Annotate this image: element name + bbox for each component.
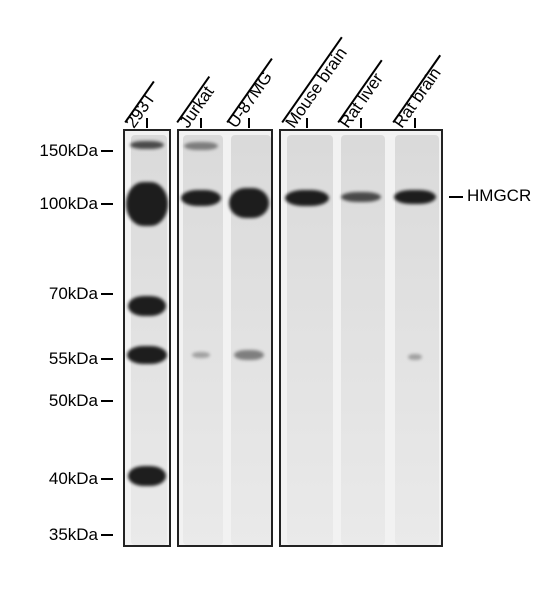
lane-tick-u87mg xyxy=(248,118,250,128)
lane-tick-jurkat xyxy=(200,118,202,128)
mw-label-text: 100kDa xyxy=(39,194,98,213)
blot-band xyxy=(128,296,166,316)
lane-label-text: Rat brain xyxy=(390,64,445,131)
lane-tick-293t xyxy=(146,118,148,128)
blot-band xyxy=(127,346,167,364)
mw-label-100: 100kDa xyxy=(8,194,98,214)
mw-label-text: 150kDa xyxy=(39,141,98,160)
lane-label-ratbrain: Rat brain xyxy=(390,64,446,132)
mw-tick-70 xyxy=(101,293,113,295)
protein-tick-hmgcr xyxy=(449,196,463,198)
blot-band xyxy=(181,190,221,206)
blot-band xyxy=(184,142,218,150)
blot-band xyxy=(408,354,422,360)
blot-band xyxy=(126,182,168,226)
blot-band xyxy=(192,352,210,358)
lane-label-293t: 293T xyxy=(122,89,161,132)
mw-label-text: 40kDa xyxy=(49,469,98,488)
mw-label-35: 35kDa xyxy=(8,525,98,545)
western-blot-figure: 293T Jurkat U-87MG Mouse brain Rat liver… xyxy=(0,0,535,608)
mw-tick-50 xyxy=(101,400,113,402)
blot-band xyxy=(128,466,166,486)
mw-tick-100 xyxy=(101,203,113,205)
lane-label-u87mg: U-87MG xyxy=(224,68,277,132)
mw-label-text: 70kDa xyxy=(49,284,98,303)
blot-band xyxy=(341,192,381,202)
mw-label-55: 55kDa xyxy=(8,349,98,369)
mw-label-text: 50kDa xyxy=(49,391,98,410)
mw-label-150: 150kDa xyxy=(8,141,98,161)
mw-label-70: 70kDa xyxy=(8,284,98,304)
mw-label-50: 50kDa xyxy=(8,391,98,411)
blot-band xyxy=(130,141,164,149)
blot-band xyxy=(285,190,329,206)
mw-tick-55 xyxy=(101,358,113,360)
mw-tick-150 xyxy=(101,150,113,152)
lane-tick-mousebrain xyxy=(306,118,308,128)
lane-tick-ratbrain xyxy=(414,118,416,128)
mw-label-40: 40kDa xyxy=(8,469,98,489)
protein-label-text: HMGCR xyxy=(467,186,531,205)
blot-band xyxy=(394,190,436,204)
mw-tick-35 xyxy=(101,534,113,536)
mw-label-text: 35kDa xyxy=(49,525,98,544)
blot-band xyxy=(229,188,269,218)
blot-band xyxy=(234,350,264,360)
protein-label-hmgcr: HMGCR xyxy=(467,186,531,206)
mw-tick-40 xyxy=(101,478,113,480)
lane-label-text: 293T xyxy=(122,89,160,132)
lane-label-text: Jurkat xyxy=(176,83,218,132)
lane-tick-ratliver xyxy=(360,118,362,128)
mw-label-text: 55kDa xyxy=(49,349,98,368)
